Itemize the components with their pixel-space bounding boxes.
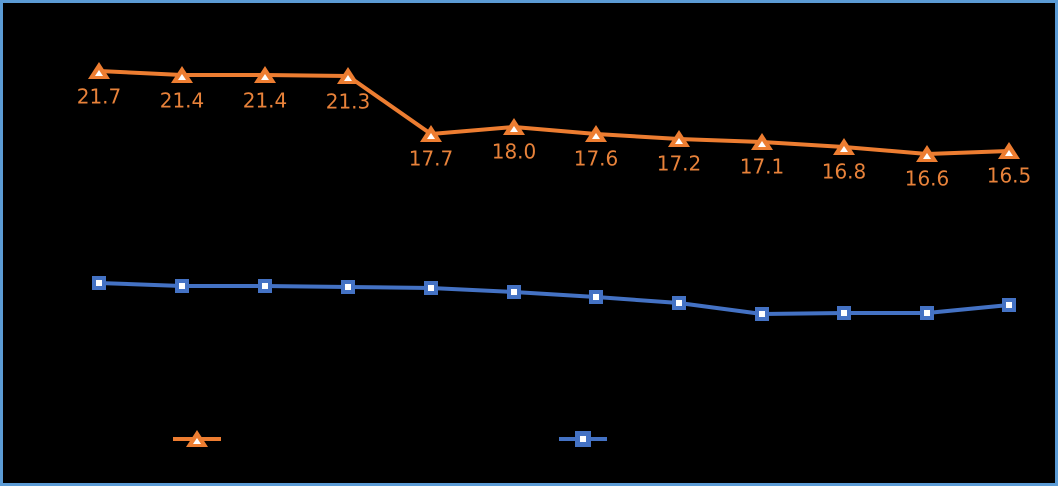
data-point-marker-orange-center [261,74,269,80]
data-point-marker-orange-center [840,146,848,152]
data-point-marker-blue-center [841,310,847,316]
data-label-orange: 21.4 [243,89,288,113]
series-orange-line [97,69,1011,156]
data-point-marker-blue-center [96,280,102,286]
data-point-marker-blue-center [1006,302,1012,308]
data-label-orange: 21.7 [77,85,122,109]
data-point-marker-blue-center [179,283,185,289]
data-point-marker-orange-center [758,141,766,147]
data-label-orange: 17.6 [574,147,619,171]
data-point-marker-blue-center [428,285,434,291]
series-orange: 21.7 21.4 21.4 21.3 17.7 18.0 17.6 17.2 17.1 16.8… [77,62,1032,191]
data-point-marker-orange-center [1005,150,1013,156]
data-label-orange: 21.4 [160,89,205,113]
data-label-orange: 16.8 [822,160,867,184]
legend-marker-triangle-center [193,438,201,444]
series-orange-data-labels: 21.7 21.4 21.4 21.3 17.7 18.0 17.6 17.2 17.1 16.8… [77,85,1032,191]
chart-plot-area: 21.7 21.4 21.4 21.3 17.7 18.0 17.6 17.2 17.1 16.8… [77,62,1032,447]
series-blue-line [97,281,1011,316]
data-point-marker-orange-center [95,70,103,76]
data-point-marker-blue-center [924,310,930,316]
data-point-marker-blue-center [759,311,765,317]
data-point-marker-orange-center [923,153,931,159]
data-point-marker-blue-center [262,283,268,289]
data-point-marker-blue-center [511,289,517,295]
data-label-orange: 21.3 [326,90,371,114]
data-label-orange: 17.1 [740,155,785,179]
data-label-orange: 17.2 [657,152,702,176]
data-point-marker-orange-center [592,133,600,139]
series-blue [92,276,1016,321]
data-point-marker-orange-center [427,133,435,139]
data-point-marker-orange-center [178,74,186,80]
data-label-orange: 16.6 [905,167,950,191]
data-label-orange: 16.5 [987,164,1032,188]
series-orange-markers [88,62,1020,162]
data-label-orange: 17.7 [409,147,454,171]
data-label-orange: 18.0 [492,140,537,164]
data-point-marker-blue-center [345,284,351,290]
series-blue-markers [92,276,1016,321]
data-point-marker-orange-center [510,126,518,132]
data-point-marker-blue-center [676,300,682,306]
data-point-marker-blue-center [593,294,599,300]
legend-marker-square-center [580,436,586,442]
chart-legend [173,430,607,447]
data-point-marker-orange-center [344,75,352,81]
data-point-marker-orange-center [675,138,683,144]
